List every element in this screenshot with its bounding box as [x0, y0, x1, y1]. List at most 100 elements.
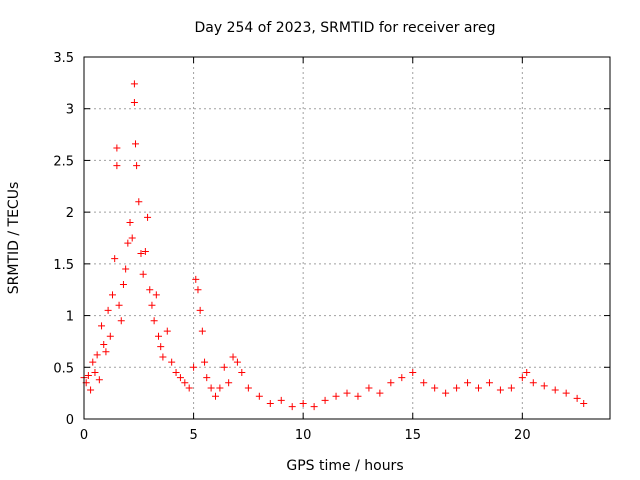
data-point — [135, 198, 143, 206]
data-point — [139, 270, 147, 278]
data-point — [146, 286, 154, 294]
data-point — [207, 384, 215, 392]
data-point — [155, 332, 163, 340]
data-point — [113, 144, 121, 152]
data-point — [225, 379, 233, 387]
data-point — [89, 358, 97, 366]
data-point — [212, 392, 219, 400]
data-point — [150, 317, 158, 325]
data-point — [132, 140, 140, 148]
data-point — [551, 386, 559, 394]
data-point — [310, 403, 318, 411]
data-point — [431, 384, 439, 392]
data-point — [277, 396, 285, 404]
data-point — [409, 368, 417, 376]
data-point — [523, 368, 531, 376]
data-point — [365, 384, 373, 392]
data-point — [573, 394, 581, 402]
data-point — [518, 374, 526, 382]
data-point — [108, 291, 116, 299]
y-tick-label: 1.5 — [53, 258, 74, 273]
data-point — [185, 384, 193, 392]
data-point — [496, 386, 504, 394]
data-point — [244, 384, 252, 392]
data-point — [238, 368, 246, 376]
data-point — [119, 281, 127, 289]
data-point — [540, 382, 548, 390]
data-point — [233, 358, 241, 366]
data-point — [117, 317, 125, 325]
data-point — [198, 327, 206, 335]
data-point — [376, 389, 384, 397]
data-point — [529, 379, 537, 387]
data-point — [137, 250, 145, 258]
data-point — [128, 234, 136, 242]
x-tick-label: 15 — [404, 428, 421, 443]
data-point — [299, 399, 307, 407]
data-point — [562, 389, 570, 397]
data-point — [343, 389, 351, 397]
y-tick-label: 2 — [66, 206, 74, 221]
data-point — [216, 384, 224, 392]
data-point — [133, 162, 141, 170]
y-tick-label: 0 — [66, 413, 74, 428]
data-point — [111, 255, 119, 263]
data-point — [113, 162, 121, 170]
data-point — [148, 301, 156, 309]
y-tick-label: 0.5 — [53, 361, 74, 376]
data-point — [507, 384, 515, 392]
y-axis: 0 0.5 1 1.5 2 2.5 3 3.5 — [53, 51, 610, 428]
data-point — [194, 286, 202, 294]
data-point — [141, 247, 149, 255]
data-point — [124, 239, 132, 247]
x-tick-label: 0 — [80, 428, 88, 443]
y-tick-label: 1 — [66, 310, 74, 325]
data-point — [106, 332, 114, 340]
data-point — [91, 368, 99, 376]
data-point — [172, 368, 180, 376]
data-point — [196, 306, 204, 314]
data-point — [190, 363, 198, 371]
plot-frame — [83, 56, 611, 420]
data-point — [130, 99, 138, 107]
data-point — [420, 379, 428, 387]
data-point — [144, 213, 152, 221]
data-point — [98, 322, 106, 330]
scatter-series — [80, 80, 588, 411]
data-point — [201, 358, 209, 366]
data-point — [464, 379, 472, 387]
data-point — [354, 392, 362, 400]
x-axis-label: GPS time / hours — [286, 458, 403, 474]
data-point — [266, 399, 274, 407]
data-point — [580, 399, 588, 407]
x-tick-label: 10 — [295, 428, 312, 443]
data-point — [84, 372, 92, 380]
data-point — [157, 343, 165, 351]
data-point — [100, 341, 108, 349]
data-point — [485, 379, 493, 387]
data-point — [122, 265, 130, 273]
x-tick-label: 20 — [514, 428, 531, 443]
data-point — [115, 301, 123, 309]
data-point — [102, 348, 110, 356]
data-point — [159, 353, 167, 361]
y-tick-label: 3 — [66, 103, 74, 118]
data-point — [255, 392, 263, 400]
data-point — [181, 379, 189, 387]
data-point — [163, 327, 171, 335]
data-point — [475, 384, 482, 392]
data-point — [192, 275, 200, 283]
data-point — [442, 389, 450, 397]
y-tick-label: 2.5 — [53, 154, 74, 169]
data-point — [288, 403, 296, 411]
data-point — [398, 374, 406, 382]
data-point — [93, 351, 101, 359]
data-point — [95, 376, 103, 384]
data-point — [332, 392, 340, 400]
data-point — [87, 386, 95, 394]
data-point — [130, 80, 138, 88]
x-tick-label: 5 — [189, 428, 197, 443]
data-point — [176, 374, 184, 382]
y-tick-label: 3.5 — [53, 51, 74, 66]
